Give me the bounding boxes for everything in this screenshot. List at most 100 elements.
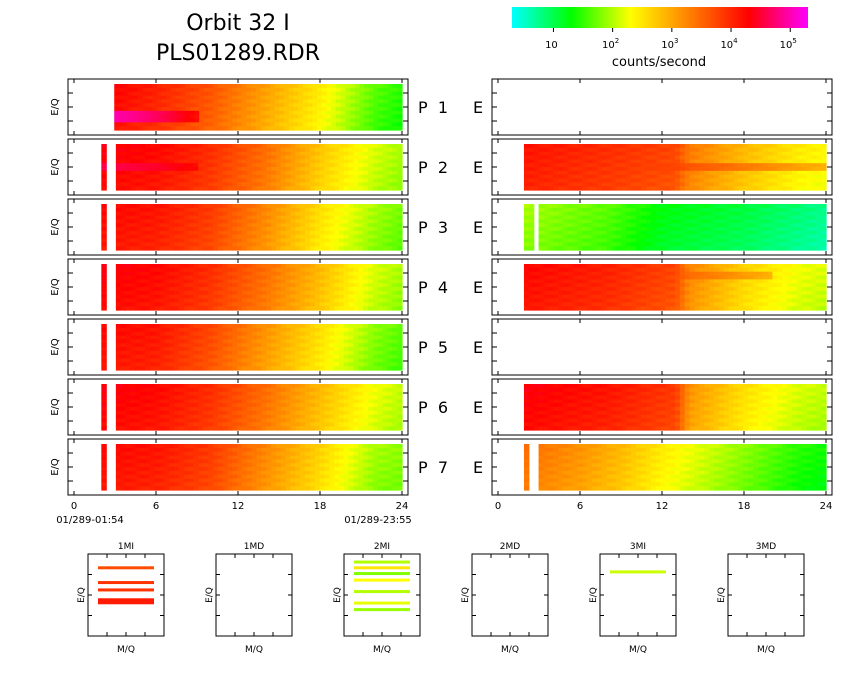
heatmap-cell: [568, 302, 573, 306]
heatmap-cell: [573, 167, 578, 171]
heatmap-cell: [383, 167, 388, 171]
heatmap-cell: [582, 235, 587, 239]
heatmap-cell: [631, 186, 636, 190]
heatmap-cell: [344, 171, 349, 175]
heatmap-cell: [782, 239, 787, 243]
heatmap-cell: [772, 179, 777, 183]
heatmap-cell: [553, 291, 558, 295]
heatmap-cell: [279, 122, 284, 126]
heatmap-cell: [247, 179, 252, 183]
heatmap-cell: [218, 264, 223, 268]
heatmap-cell: [378, 107, 383, 111]
heatmap-cell: [558, 204, 563, 208]
heatmap-cell: [592, 204, 597, 208]
heatmap-cell: [121, 302, 126, 306]
heatmap-cell: [223, 242, 228, 246]
heatmap-cell: [694, 223, 699, 227]
heatmap-cell: [327, 99, 332, 103]
heatmap-cell: [573, 179, 578, 183]
heatmap-cell: [194, 84, 199, 88]
heatmap-cell: [116, 272, 121, 276]
heatmap-cell: [699, 287, 704, 291]
heatmap-cell: [597, 156, 602, 160]
heatmap-cell: [294, 119, 299, 123]
heatmap-cell: [548, 182, 553, 186]
heatmap-cell: [232, 272, 237, 276]
heatmap-cell: [237, 148, 242, 152]
heatmap-cell: [636, 287, 641, 291]
heatmap-cell: [223, 235, 228, 239]
heatmap-cell: [121, 227, 126, 231]
heatmap-cell: [729, 167, 734, 171]
heatmap-cell: [133, 103, 138, 107]
heatmap-cell: [397, 148, 402, 152]
heatmap-cell: [284, 122, 289, 126]
heatmap-cell: [344, 156, 349, 160]
heatmap-cell: [252, 299, 257, 303]
heatmap-cell: [553, 175, 558, 179]
heatmap-cell: [320, 287, 325, 291]
heatmap-cell: [298, 107, 303, 111]
heatmap-cell: [368, 302, 373, 306]
heatmap-cell: [387, 264, 392, 268]
heatmap-cell: [198, 144, 203, 148]
heatmap-cell: [252, 306, 257, 310]
heatmap-cell: [101, 182, 106, 186]
heatmap-cell: [275, 122, 280, 126]
heatmap-cell: [539, 223, 544, 227]
heatmap-cell: [354, 268, 359, 272]
heatmap-cell: [284, 115, 289, 119]
heatmap-cell: [227, 302, 232, 306]
heatmap-cell: [553, 272, 558, 276]
heatmap-cell: [257, 299, 262, 303]
heatmap-cell: [305, 175, 310, 179]
heatmap-cell: [213, 299, 218, 303]
heatmap-cell: [320, 239, 325, 243]
heatmap-cell: [392, 223, 397, 227]
heatmap-cell: [286, 219, 291, 223]
heatmap-cell: [636, 216, 641, 220]
heatmap-cell: [157, 103, 162, 107]
heatmap-cell: [592, 227, 597, 231]
heatmap-cell: [315, 287, 320, 291]
heatmap-cell: [290, 242, 295, 246]
heatmap-cell: [563, 212, 568, 216]
heatmap-cell: [101, 208, 106, 212]
heatmap-cell: [685, 242, 690, 246]
heatmap-cell: [543, 302, 548, 306]
heatmap-cell: [543, 171, 548, 175]
heatmap-cell: [792, 186, 797, 190]
heatmap-cell: [237, 279, 242, 283]
heatmap-cell: [612, 231, 617, 235]
heatmap-cell: [130, 276, 135, 280]
heatmap-cell: [324, 156, 329, 160]
heatmap-cell: [772, 186, 777, 190]
heatmap-cell: [704, 212, 709, 216]
heatmap-cell: [184, 219, 189, 223]
heatmap-cell: [315, 283, 320, 287]
heatmap-cell: [242, 96, 247, 100]
heatmap-cell: [660, 179, 665, 183]
heatmap-cell: [617, 144, 622, 148]
heatmap-cell: [242, 227, 247, 231]
heatmap-cell: [174, 175, 179, 179]
heatmap-cell: [758, 235, 763, 239]
heatmap-cell: [126, 242, 131, 246]
heatmap-cell: [152, 84, 157, 88]
heatmap-cell: [237, 126, 242, 130]
heatmap-cell: [185, 119, 190, 123]
heatmap-cell: [204, 99, 209, 103]
heatmap-cell: [641, 148, 646, 152]
heatmap-cell: [349, 227, 354, 231]
heatmap-cell: [237, 276, 242, 280]
heatmap-cell: [665, 148, 670, 152]
heatmap-cell: [213, 107, 218, 111]
heatmap-cell: [617, 167, 622, 171]
heatmap-cell: [290, 264, 295, 268]
heatmap-cell: [169, 227, 174, 231]
heatmap-cell: [126, 291, 131, 295]
heatmap-cell: [602, 216, 607, 220]
heatmap-cell: [685, 283, 690, 287]
heatmap-cell: [699, 239, 704, 243]
heatmap-cell: [114, 103, 119, 107]
